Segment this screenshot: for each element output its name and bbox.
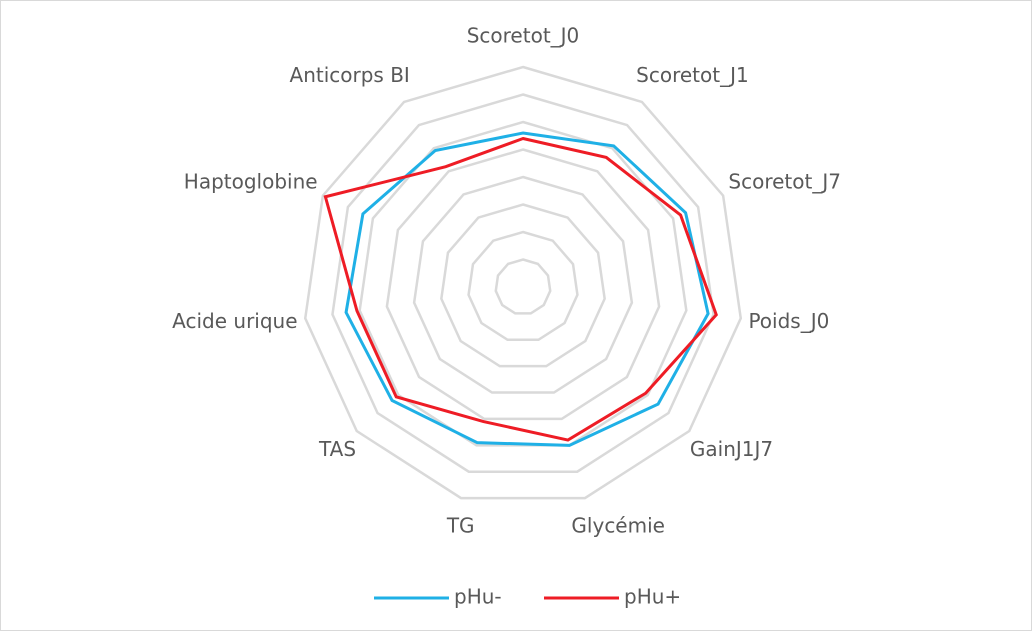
axis-label: Scoretot_J1 <box>636 63 749 87</box>
grid-ring <box>385 148 661 421</box>
grid-ring <box>331 93 715 473</box>
series-line <box>323 136 718 442</box>
axis-label: Haptoglobine <box>184 170 318 194</box>
axis-label: Scoretot_J7 <box>728 170 841 194</box>
axis-label: Scoretot_J0 <box>467 24 580 48</box>
axis-label: TG <box>446 513 475 537</box>
grid-ring <box>303 65 743 500</box>
series-line <box>344 131 710 447</box>
axis-label: TAS <box>318 437 356 461</box>
grid-ring <box>440 203 606 368</box>
axis-label: GainJ1J7 <box>690 437 773 461</box>
grid-ring <box>412 175 634 394</box>
grid-ring <box>494 258 552 315</box>
legend-label: pHu- <box>454 585 502 609</box>
legend-label: pHu+ <box>624 585 681 609</box>
axis-label: Acide urique <box>172 309 297 333</box>
axis-label: Poids_J0 <box>748 309 829 333</box>
axis-label: Glycémie <box>571 513 665 537</box>
grid-ring <box>467 230 579 342</box>
axis-label: Anticorps BI <box>290 63 410 87</box>
